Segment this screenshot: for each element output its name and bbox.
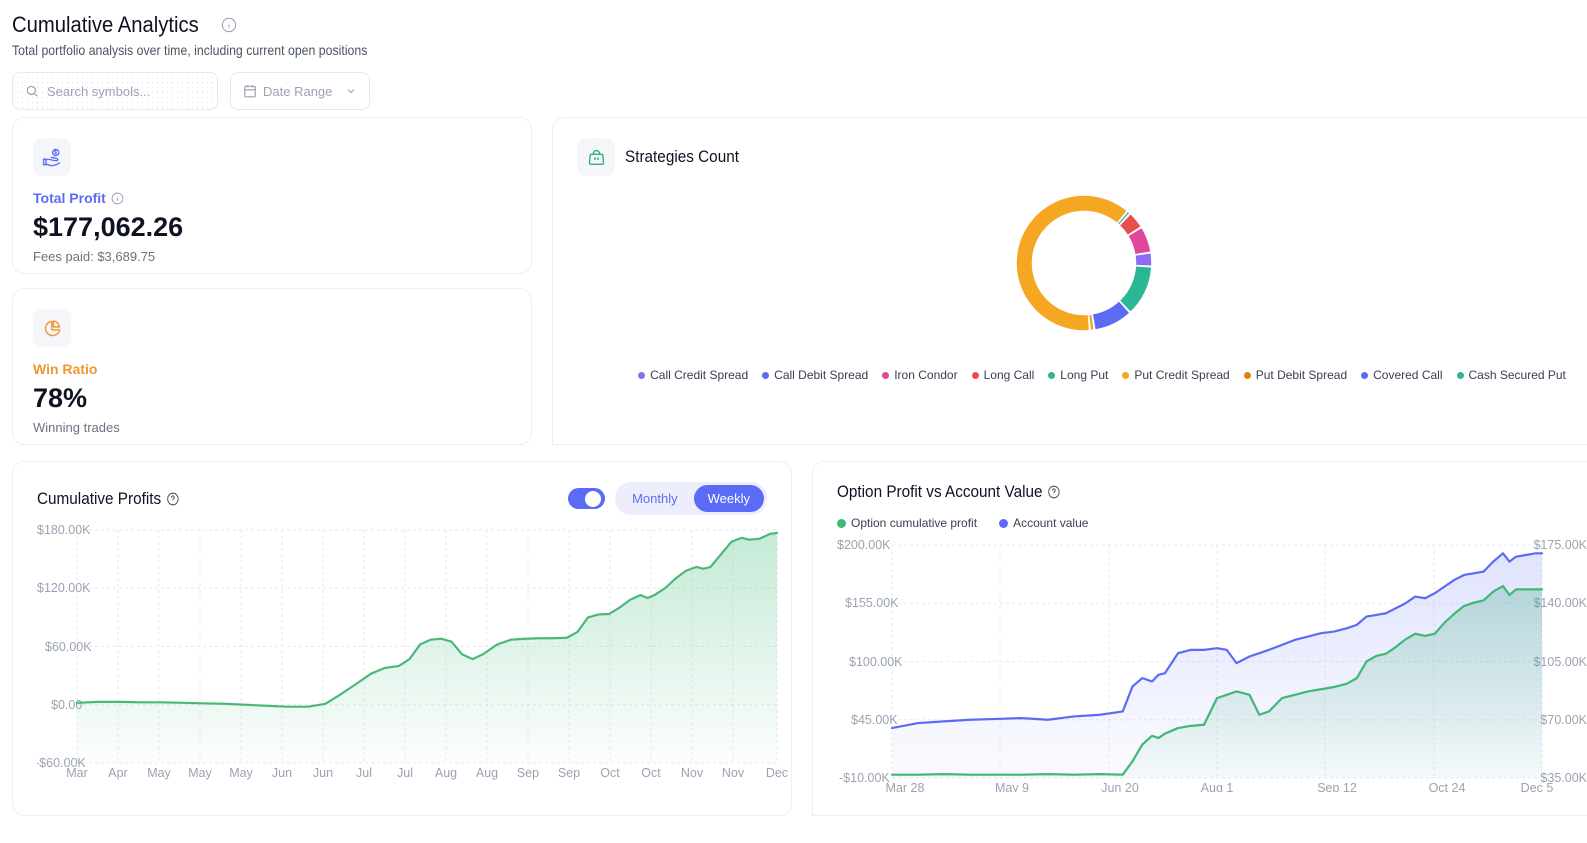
svg-text:Mar: Mar xyxy=(66,766,88,780)
svg-text:Aug 1: Aug 1 xyxy=(1201,781,1234,792)
svg-text:$120.00K: $120.00K xyxy=(37,581,91,595)
svg-text:Nov: Nov xyxy=(722,766,745,780)
svg-text:-$10.00K: -$10.00K xyxy=(839,771,890,785)
svg-text:Mar 28: Mar 28 xyxy=(886,781,925,792)
svg-text:$60.00K: $60.00K xyxy=(45,640,92,654)
svg-text:Jun 20: Jun 20 xyxy=(1101,781,1139,792)
svg-text:$155.00K: $155.00K xyxy=(845,596,899,610)
svg-text:$100.00K: $100.00K xyxy=(849,655,903,669)
svg-text:May: May xyxy=(147,766,171,780)
svg-text:$200.00K: $200.00K xyxy=(837,538,891,552)
svg-text:Dec: Dec xyxy=(766,766,788,780)
svg-text:Aug: Aug xyxy=(435,766,457,780)
svg-text:Nov: Nov xyxy=(681,766,704,780)
svg-text:Apr: Apr xyxy=(108,766,127,780)
svg-text:Jul: Jul xyxy=(356,766,372,780)
svg-text:Dec 5: Dec 5 xyxy=(1521,781,1554,792)
svg-text:$70.00K: $70.00K xyxy=(1540,713,1587,727)
svg-text:Oct 24: Oct 24 xyxy=(1429,781,1466,792)
svg-text:Jun: Jun xyxy=(272,766,292,780)
svg-text:May: May xyxy=(229,766,253,780)
svg-text:Oct: Oct xyxy=(641,766,661,780)
svg-text:May: May xyxy=(188,766,212,780)
svg-text:$175.00K: $175.00K xyxy=(1533,538,1587,552)
svg-text:Oct: Oct xyxy=(600,766,620,780)
svg-text:$45.00K: $45.00K xyxy=(851,713,898,727)
svg-text:May 9: May 9 xyxy=(995,781,1029,792)
svg-text:Sep 12: Sep 12 xyxy=(1317,781,1357,792)
svg-text:Jul: Jul xyxy=(397,766,413,780)
svg-text:Sep: Sep xyxy=(558,766,580,780)
svg-text:$180.00K: $180.00K xyxy=(37,523,91,537)
svg-text:Aug: Aug xyxy=(476,766,498,780)
svg-text:Sep: Sep xyxy=(517,766,539,780)
svg-text:Jun: Jun xyxy=(313,766,333,780)
